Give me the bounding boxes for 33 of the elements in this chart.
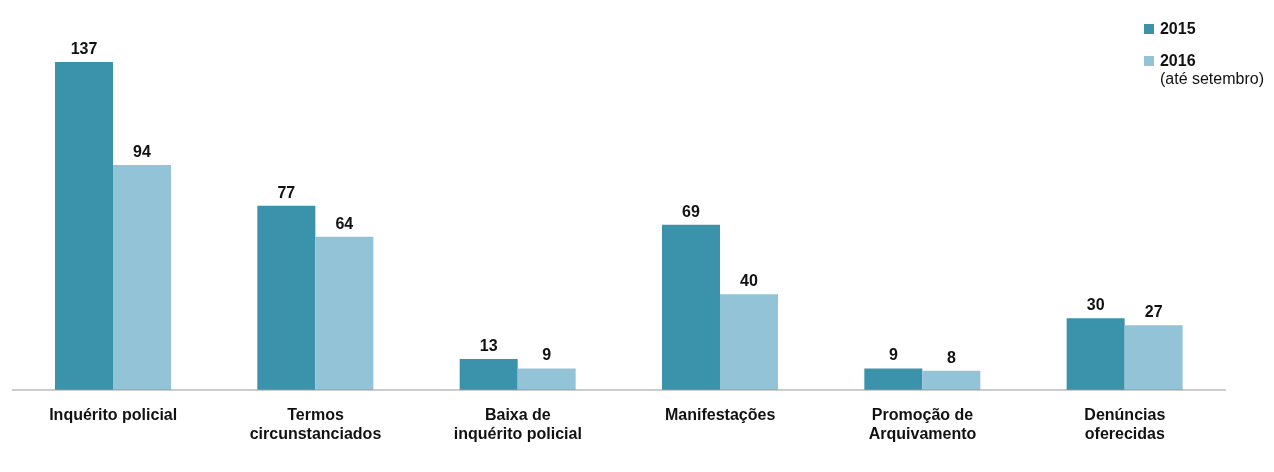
data-label: 40 (740, 272, 758, 290)
data-label: 64 (335, 214, 354, 232)
bar (315, 236, 374, 390)
bar (257, 205, 316, 390)
x-tick-label: Inquérito policial (49, 406, 178, 423)
data-label: 13 (479, 336, 498, 354)
x-tick-label: Denúncias oferecidas (1084, 406, 1166, 442)
data-label: 30 (1086, 296, 1105, 314)
bar (459, 358, 518, 390)
x-tick-label: Promoção de Arquivamento (868, 406, 977, 442)
data-label: 27 (1144, 303, 1163, 321)
x-tick-label: Baixa de inquérito policial (453, 406, 582, 442)
bar (113, 164, 171, 390)
bar (662, 224, 720, 390)
bar (1124, 325, 1183, 390)
bar (922, 370, 981, 390)
data-label: 8 (946, 348, 956, 366)
data-label: 77 (277, 183, 296, 201)
x-tick-label: Termos circunstanciados (249, 406, 382, 442)
data-label: 69 (682, 202, 700, 220)
legend-label: 2015 (1159, 20, 1196, 38)
annotation: (até setembro) (1159, 70, 1264, 88)
bar (864, 368, 923, 390)
bar (720, 294, 778, 390)
data-label: 9 (888, 346, 898, 364)
data-label: 9 (542, 346, 552, 364)
bar (1066, 318, 1125, 390)
data-label: 94 (133, 142, 151, 160)
data-label: 137 (70, 40, 98, 57)
bar (517, 368, 576, 390)
legend-label: 2016 (1159, 52, 1196, 70)
x-tick-label: Manifestações (665, 406, 776, 423)
bar (55, 62, 113, 390)
